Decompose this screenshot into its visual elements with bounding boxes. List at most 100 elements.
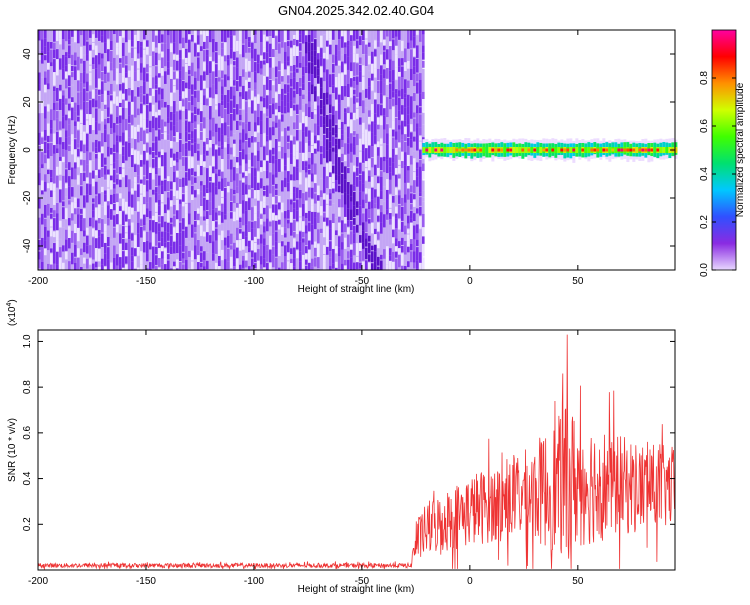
spectrogram-cell (83, 160, 86, 172)
spectrogram-cell (329, 257, 332, 266)
spectrogram-cell (371, 52, 374, 64)
spectrogram-cell (215, 132, 218, 144)
spectrogram-cell (389, 248, 392, 256)
spectrogram-cell (362, 134, 365, 145)
spectrogram-cell (44, 142, 47, 154)
spectrogram-cell (263, 191, 266, 196)
spectrogram-cell (305, 225, 308, 233)
signal-mid (587, 147, 590, 153)
spectrogram-cell (152, 30, 155, 42)
spectrogram-cell (230, 58, 233, 63)
spectrogram-cell (347, 70, 350, 84)
spectrogram-cell (266, 30, 269, 36)
spectrogram-cell (359, 117, 362, 124)
spectrogram-cell (41, 164, 44, 168)
spectrogram-cell (53, 232, 56, 237)
spectrogram-cell (119, 198, 122, 206)
spectrogram-cell (374, 165, 377, 175)
spectrogram-cell (143, 105, 146, 119)
spectrogram-cell (209, 87, 212, 97)
spectrogram-cell (236, 162, 239, 168)
spectrogram-cell (59, 145, 62, 157)
spectrogram-cell (83, 209, 86, 219)
spectrogram-cell (278, 220, 281, 225)
spectrogram-cell (116, 117, 119, 124)
spectrogram-cell (119, 64, 122, 73)
signal-core (581, 149, 584, 152)
spectrogram-cell (377, 257, 380, 266)
spectrogram-cell (149, 103, 152, 112)
spectrogram-cell (116, 56, 119, 69)
spectrogram-cell (404, 214, 407, 226)
spectrogram-cell (122, 178, 125, 187)
spectrogram-cell (80, 65, 83, 73)
spectrogram-cell (62, 90, 65, 95)
spectrogram-cell (59, 189, 62, 202)
spectrogram-cell (392, 203, 395, 216)
spectrogram-cell (407, 30, 410, 43)
spectrogram-cell (158, 248, 161, 258)
spectrogram-cell (395, 259, 398, 270)
spectrogram-cell (110, 249, 113, 262)
spectrogram-cell (377, 81, 380, 93)
spectrogram-cell (248, 138, 251, 148)
spectrogram-cell (254, 213, 257, 221)
spectrogram-cell (401, 67, 404, 78)
spectrogram-cell (116, 125, 119, 136)
spectrogram-cell (191, 200, 194, 213)
spectrogram-cell (218, 235, 221, 249)
spectrogram-cell (272, 30, 275, 38)
spectrogram-cell (299, 252, 302, 262)
spectrogram-cell (122, 147, 125, 156)
spectrogram-cell (131, 168, 134, 179)
spectrogram-cell (86, 73, 89, 81)
spectrogram-cell (122, 226, 125, 238)
spectrogram-cell (65, 208, 68, 219)
spectrogram-cell (203, 62, 206, 70)
spectrogram-cell (44, 60, 47, 71)
spectrogram-cell (257, 172, 260, 182)
spectrogram-cell (86, 120, 89, 132)
signal-mid (635, 147, 638, 153)
spectrogram-cell (344, 96, 347, 107)
spectrogram-cell (89, 66, 92, 72)
spectrogram-cell (131, 126, 134, 139)
spectrogram-cell (389, 166, 392, 172)
spectrogram-cell (191, 194, 194, 200)
spectrogram-cell (233, 144, 236, 157)
spectrogram-cell (104, 195, 107, 202)
spectrogram-cell (86, 203, 89, 217)
spectrogram-cell (212, 71, 215, 84)
spectrogram-cell (248, 160, 251, 167)
spectrogram-cell (206, 106, 209, 118)
spectrogram-cell (56, 213, 59, 217)
spectrogram-cell (107, 61, 110, 72)
spectrogram-cell (362, 222, 365, 231)
spectrogram-cell (194, 153, 197, 164)
spectrogram-cell (317, 165, 320, 173)
spectrogram-cell (146, 94, 149, 104)
spectrogram-cell (224, 87, 227, 95)
spectrogram-cell (413, 101, 416, 113)
spectrogram-cell (122, 239, 125, 250)
spectrogram-cell (47, 188, 50, 198)
spectrogram-cell (353, 137, 356, 147)
spectrogram-cell (71, 154, 74, 167)
spectrogram-cell (149, 173, 152, 180)
spectrogram-cell (386, 190, 389, 199)
spectrogram-cell (218, 128, 221, 142)
spectrogram-cell (173, 182, 176, 196)
colorbar-tick-label: 0.8 (699, 71, 710, 85)
spectrogram-cell (221, 212, 224, 223)
spectrogram-cell (422, 201, 425, 214)
spectrogram-cell (245, 123, 248, 133)
spectrogram-cell (410, 148, 413, 156)
spectrogram-cell (401, 161, 404, 168)
spectrogram-cell (296, 222, 299, 234)
spectrogram-cell (278, 71, 281, 84)
spectrogram-cell (176, 30, 179, 36)
spectrogram-cell (62, 30, 65, 39)
spectrogram-cell (350, 41, 353, 46)
spectrogram-cell (353, 46, 356, 53)
spectrogram-cell (176, 191, 179, 199)
